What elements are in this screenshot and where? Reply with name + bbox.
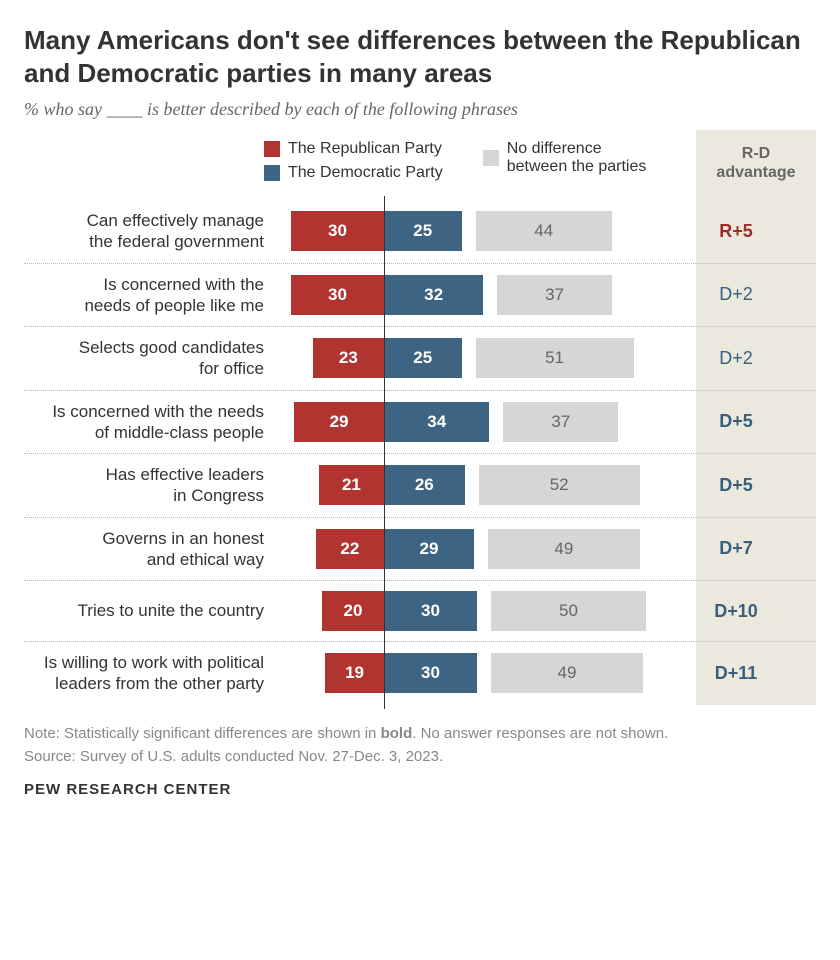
bar-rep: 21 xyxy=(319,465,384,505)
row-label: Selects good candidatesfor office xyxy=(24,337,276,380)
table-row: Can effectively managethe federal govern… xyxy=(24,200,816,264)
swatch-nodiff xyxy=(483,150,499,166)
bar-dem: 30 xyxy=(384,653,477,693)
row-label: Can effectively managethe federal govern… xyxy=(24,210,276,253)
legend-label-nodiff: No difference between the parties xyxy=(507,140,647,176)
swatch-rep xyxy=(264,141,280,157)
bar-rep: 30 xyxy=(291,275,384,315)
row-bars: 1930 49 xyxy=(276,653,676,693)
table-row: Tries to unite the country 2030 50 D+10 xyxy=(24,581,816,642)
bar-rep: 29 xyxy=(294,402,384,442)
row-bars: 2934 37 xyxy=(276,402,676,442)
chart-subtitle: % who say ____ is better described by ea… xyxy=(24,99,816,120)
legend-label-rep: The Republican Party xyxy=(288,140,442,158)
row-bars: 2030 50 xyxy=(276,591,676,631)
bar-rep: 22 xyxy=(316,529,384,569)
bar-nodiff: 44 xyxy=(476,211,612,251)
bar-dem: 25 xyxy=(384,211,462,251)
advantage-value: D+5 xyxy=(676,411,796,432)
bar-nodiff: 37 xyxy=(497,275,612,315)
table-row: Has effective leadersin Congress 2126 52 D+… xyxy=(24,454,816,518)
bar-rep: 30 xyxy=(291,211,384,251)
legend-item-nodiff: No difference between the parties xyxy=(483,140,647,176)
advantage-value: D+11 xyxy=(676,663,796,684)
source-line: Source: Survey of U.S. adults conducted … xyxy=(24,748,816,765)
legend-label-dem: The Democratic Party xyxy=(288,164,443,182)
row-label: Is willing to work with politicalleaders… xyxy=(24,652,276,695)
row-bars: 2325 51 xyxy=(276,338,676,378)
bar-nodiff: 37 xyxy=(503,402,618,442)
row-label: Tries to unite the country xyxy=(24,600,276,621)
attribution: PEW RESEARCH CENTER xyxy=(24,781,816,798)
bar-nodiff: 52 xyxy=(479,465,640,505)
footnote: Note: Statistically significant differen… xyxy=(24,723,816,744)
bar-rep: 23 xyxy=(313,338,384,378)
advantage-value: R+5 xyxy=(676,221,796,242)
adv-header-l2: advantage xyxy=(696,163,816,182)
advantage-value: D+2 xyxy=(676,284,796,305)
center-axis xyxy=(384,196,385,709)
chart-body: R-D advantage Can effectively managethe … xyxy=(24,200,816,705)
row-label: Is concerned with the needsof middle-cla… xyxy=(24,401,276,444)
table-row: Selects good candidatesfor office 2325 51 D… xyxy=(24,327,816,391)
bar-nodiff: 51 xyxy=(476,338,634,378)
bar-rep: 19 xyxy=(325,653,384,693)
legend-item-dem: The Democratic Party xyxy=(264,164,443,182)
advantage-value: D+2 xyxy=(676,348,796,369)
bar-nodiff: 49 xyxy=(491,653,643,693)
row-bars: 3032 37 xyxy=(276,275,676,315)
bar-dem: 25 xyxy=(384,338,462,378)
legend-nodiff-l1: No difference xyxy=(507,140,647,158)
legend-col-nodiff: No difference between the parties xyxy=(483,140,647,182)
bar-dem: 34 xyxy=(384,402,489,442)
chart-title: Many Americans don't see differences bet… xyxy=(24,24,816,89)
bar-dem: 32 xyxy=(384,275,483,315)
row-bars: 3025 44 xyxy=(276,211,676,251)
table-row: Governs in an honestand ethical way 2229 4… xyxy=(24,518,816,582)
row-label: Governs in an honestand ethical way xyxy=(24,528,276,571)
advantage-header: R-D advantage xyxy=(696,144,816,182)
table-row: Is concerned with theneeds of people lik… xyxy=(24,264,816,328)
legend-col-parties: The Republican Party The Democratic Part… xyxy=(264,140,443,182)
advantage-value: D+10 xyxy=(676,601,796,622)
table-row: Is concerned with the needsof middle-cla… xyxy=(24,391,816,455)
table-row: Is willing to work with politicalleaders… xyxy=(24,642,816,705)
bar-dem: 30 xyxy=(384,591,477,631)
row-bars: 2126 52 xyxy=(276,465,676,505)
note-part2: . No answer responses are not shown. xyxy=(412,725,668,742)
row-label: Is concerned with theneeds of people lik… xyxy=(24,274,276,317)
swatch-dem xyxy=(264,165,280,181)
note-part1: Note: Statistically significant differen… xyxy=(24,725,381,742)
advantage-value: D+5 xyxy=(676,475,796,496)
adv-header-l1: R-D xyxy=(696,144,816,163)
note-bold: bold xyxy=(381,725,413,742)
bar-nodiff: 49 xyxy=(488,529,640,569)
row-bars: 2229 49 xyxy=(276,529,676,569)
bar-dem: 26 xyxy=(384,465,465,505)
row-label: Has effective leadersin Congress xyxy=(24,464,276,507)
advantage-value: D+7 xyxy=(676,538,796,559)
legend-item-rep: The Republican Party xyxy=(264,140,443,158)
bar-dem: 29 xyxy=(384,529,474,569)
bar-rep: 20 xyxy=(322,591,384,631)
bar-nodiff: 50 xyxy=(491,591,646,631)
legend-nodiff-l2: between the parties xyxy=(507,158,647,176)
